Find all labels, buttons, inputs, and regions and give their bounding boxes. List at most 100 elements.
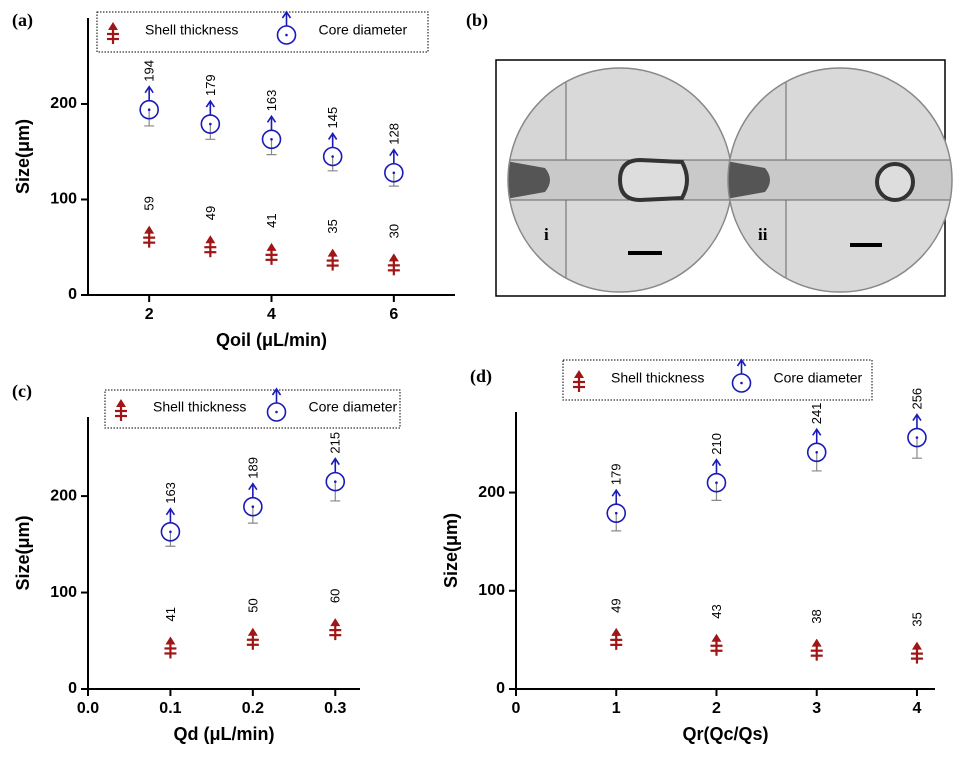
data-point: [907, 413, 927, 448]
data-point: [606, 488, 627, 523]
data-point: [610, 627, 623, 650]
marker-arrowhead: [736, 358, 747, 367]
marker-arrowhead: [574, 370, 584, 378]
data-point: [160, 507, 181, 542]
marker-arrowhead: [389, 148, 399, 157]
data-point: [387, 253, 400, 276]
legend: Shell thickness Core diameter: [562, 358, 873, 401]
marker-arrowhead: [165, 507, 176, 516]
marker-dot: [251, 505, 255, 509]
data-label: 194: [142, 60, 157, 82]
data-point: [710, 633, 723, 656]
data-label: 145: [325, 107, 340, 129]
marker-arrowhead: [247, 627, 258, 636]
error-bar: [247, 506, 258, 524]
data-point: [384, 148, 404, 183]
data-point: [164, 636, 177, 659]
panel-label: (a): [12, 10, 33, 31]
data-label: 30: [386, 224, 401, 238]
legend: Shell thickness Core diameter: [96, 10, 429, 53]
data-label: 189: [245, 457, 260, 479]
error-bar: [327, 156, 338, 172]
data-point: [200, 99, 221, 134]
y-tick-label: 200: [50, 487, 77, 504]
y-tick-label: 100: [50, 191, 77, 208]
marker-arrowhead: [711, 633, 722, 642]
chart-panel: (c) 0 100 200 0.0 0.1 0.2 0.3 Qd (μL/min) Size(μm…: [12, 381, 401, 744]
image-label: ii: [758, 225, 768, 244]
marker-dot: [275, 410, 278, 414]
legend-label: Core diameter: [319, 22, 408, 38]
data-point: [910, 641, 923, 664]
data-point: [243, 482, 263, 517]
data-label: 256: [909, 388, 924, 410]
marker-dot: [169, 530, 172, 534]
chart-panel: (a) 0 100 200 2 4 6 Qoil (μL/min) Size(μm) Shell …: [12, 10, 455, 350]
data-point: [806, 427, 827, 463]
x-tick-label: 4: [267, 306, 276, 323]
marker-dot: [915, 436, 919, 439]
marker-arrowhead: [266, 114, 277, 123]
chart-panel: (d) 0 100 200 0 1 2 3 4 Qr(Qc/Qs) Size(μm) Shell th…: [441, 358, 935, 744]
error-bar: [144, 109, 155, 127]
data-point: [706, 458, 727, 493]
marker-arrowhead: [812, 427, 822, 436]
marker-dot: [147, 108, 151, 111]
data-label: 49: [609, 598, 624, 612]
data-point: [322, 132, 343, 167]
x-tick-label: 2: [145, 306, 154, 323]
y-axis-title: Size(μm): [13, 515, 33, 590]
y-tick-label: 0: [68, 286, 77, 303]
data-point: [261, 114, 282, 150]
marker-arrowhead: [911, 641, 922, 650]
legend: Shell thickness Core diameter: [104, 387, 401, 429]
data-label: 128: [386, 123, 401, 145]
marker-arrowhead: [330, 618, 341, 627]
data-label: 35: [325, 219, 340, 233]
legend-box: [96, 11, 429, 53]
marker-arrowhead: [330, 457, 340, 466]
x-tick-label: 0.0: [77, 700, 99, 717]
marker-arrowhead: [611, 627, 622, 636]
error-bar: [165, 531, 176, 547]
data-label: 179: [609, 463, 624, 485]
data-label: 41: [264, 213, 279, 227]
legend-label: Shell thickness: [611, 370, 704, 386]
legend-label: Shell thickness: [153, 399, 246, 415]
error-bar: [266, 139, 277, 156]
marker-dot: [392, 171, 396, 175]
panel-label: (d): [470, 366, 492, 387]
x-tick-label: 4: [913, 700, 922, 717]
data-point: [326, 248, 339, 271]
marker-arrowhead: [108, 22, 118, 30]
data-label: 241: [809, 403, 824, 425]
y-axis-title: Size(μm): [441, 513, 461, 588]
y-tick-label: 200: [50, 95, 77, 112]
marker-dot: [740, 381, 743, 385]
x-tick-label: 3: [812, 700, 821, 717]
y-tick-label: 100: [478, 582, 505, 599]
data-point: [325, 457, 346, 492]
x-tick-label: 1: [612, 700, 621, 717]
marker-arrowhead: [116, 399, 126, 407]
marker-dot: [815, 450, 819, 454]
y-tick-label: 0: [68, 680, 77, 697]
panel-label: (c): [12, 381, 32, 402]
marker-dot: [333, 480, 337, 483]
marker-arrowhead: [811, 638, 822, 647]
marker-arrowhead: [328, 132, 338, 140]
y-tick-label: 0: [496, 680, 505, 697]
data-label: 43: [709, 604, 724, 618]
data-point: [265, 242, 278, 265]
legend-box: [562, 359, 873, 401]
data-label: 210: [709, 433, 724, 455]
marker-arrowhead: [912, 413, 922, 421]
marker-arrowhead: [711, 458, 722, 467]
data-label: 215: [328, 432, 343, 454]
marker-dot: [331, 155, 334, 158]
y-tick-label: 200: [478, 484, 505, 501]
data-point: [810, 638, 823, 661]
marker-arrowhead: [248, 482, 258, 491]
data-label: 41: [163, 607, 178, 621]
